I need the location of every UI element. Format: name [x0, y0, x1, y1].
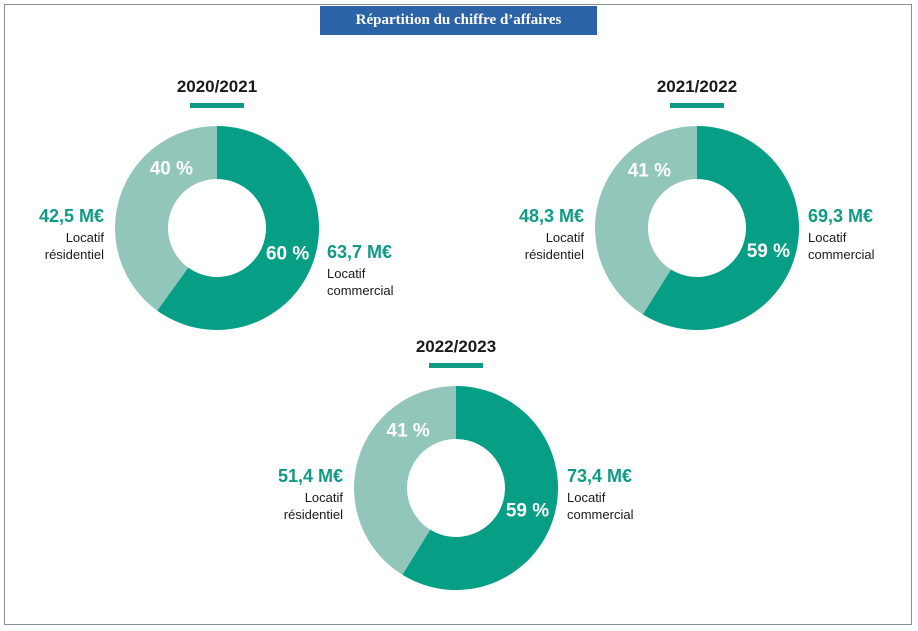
year-underline: [670, 103, 724, 108]
donut-2020-2021: 2020/2021 60 % 40 % 42,5 M€ Locatif résidenti…: [39, 77, 394, 330]
pct-label-commercial: 59 %: [506, 501, 549, 522]
year-underline: [429, 363, 483, 368]
slice-residential: [595, 125, 697, 315]
donut-2021-2022: 2021/2022 59 % 41 % 48,3 M€ Locatif résidenti…: [519, 77, 875, 330]
caption-commercial: Locatif: [327, 266, 366, 281]
caption-commercial: commercial: [808, 247, 875, 262]
pct-label-residential: 41 %: [628, 160, 671, 181]
caption-residential: résidentiel: [284, 507, 343, 522]
caption-residential: résidentiel: [45, 247, 104, 262]
caption-residential: Locatif: [305, 490, 344, 505]
year-underline: [190, 103, 244, 108]
amount-commercial: 73,4 M€: [567, 466, 632, 486]
amount-residential: 42,5 M€: [39, 206, 104, 226]
year-label: 2020/2021: [177, 77, 257, 96]
amount-commercial: 69,3 M€: [808, 206, 873, 226]
donut-2022-2023: 2022/2023 59 % 41 % 51,4 M€ Locatif résidenti…: [278, 337, 634, 590]
caption-residential: résidentiel: [525, 247, 584, 262]
caption-commercial: Locatif: [567, 490, 606, 505]
amount-residential: 48,3 M€: [519, 206, 584, 226]
caption-commercial: Locatif: [808, 230, 847, 245]
slice-commercial: [402, 386, 558, 590]
pct-label-commercial: 59 %: [747, 241, 790, 262]
amount-residential: 51,4 M€: [278, 466, 343, 486]
pct-label-residential: 40 %: [150, 159, 193, 180]
caption-commercial: commercial: [327, 283, 394, 298]
chart-frame: [4, 4, 912, 625]
slice-commercial: [642, 126, 799, 330]
chart-title: Répartition du chiffre d’affaires: [320, 6, 597, 35]
caption-residential: Locatif: [546, 230, 585, 245]
year-label: 2022/2023: [416, 337, 496, 356]
amount-commercial: 63,7 M€: [327, 242, 392, 262]
year-label: 2021/2022: [657, 77, 737, 96]
pct-label-commercial: 60 %: [266, 244, 309, 265]
slice-commercial: [157, 126, 319, 330]
slice-residential: [354, 386, 456, 575]
slice-residential: [115, 126, 217, 311]
caption-commercial: commercial: [567, 507, 634, 522]
pct-label-residential: 41 %: [387, 421, 430, 442]
caption-residential: Locatif: [66, 230, 105, 245]
